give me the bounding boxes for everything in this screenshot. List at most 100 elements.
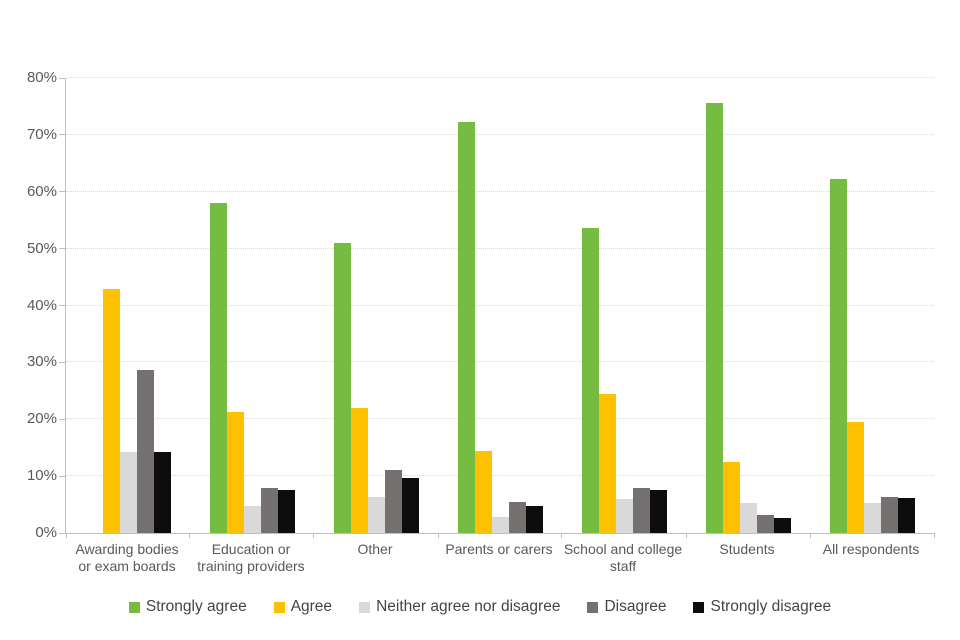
bar-agree: [102, 289, 120, 533]
x-category-label: Parents or carers: [445, 541, 553, 557]
gridline: [66, 418, 934, 420]
bar-group-school-and-college-staff: [562, 78, 686, 533]
y-tick-mark: [59, 191, 65, 193]
x-tick-mark: [65, 533, 67, 538]
bar-group-education-or-training-providers: [190, 78, 314, 533]
bar-agree: [722, 461, 740, 533]
bar-disagree: [632, 487, 650, 533]
legend-swatch-icon: [693, 601, 705, 613]
bar-group-all-respondents: [810, 78, 934, 533]
bar-strongly-agree: [209, 202, 227, 533]
x-tick-mark: [189, 533, 191, 538]
bar-strongly-disagree: [525, 505, 543, 533]
bar-group-students: [686, 78, 810, 533]
bar-strongly-agree: [333, 242, 351, 533]
x-category-label: Awarding bodies or exam boards: [75, 541, 179, 574]
x-category-label: Other: [357, 541, 393, 557]
bar-strongly-agree: [705, 103, 723, 533]
bar-strongly-disagree: [401, 478, 419, 533]
bar-group-awarding-bodies-or-exam-boards: [66, 78, 190, 533]
x-tick-mark: [933, 533, 935, 538]
bar-agree: [350, 408, 368, 533]
gridline: [66, 133, 934, 135]
bar-disagree: [756, 515, 774, 533]
bar-agree: [598, 393, 616, 533]
bar-disagree: [880, 496, 898, 533]
legend-swatch-icon: [128, 601, 140, 613]
y-tick-label: 0%: [35, 524, 57, 541]
x-tick-mark: [313, 533, 315, 538]
bar-neither-agree-nor-disagree: [367, 497, 385, 533]
y-tick-label: 20%: [26, 410, 57, 428]
bar-disagree: [384, 470, 402, 533]
bar-disagree: [136, 370, 154, 533]
gridline: [66, 247, 934, 249]
y-tick-label: 70%: [26, 125, 57, 143]
legend-label: Agree: [290, 598, 333, 615]
bar-agree: [226, 411, 244, 533]
legend-swatch-icon: [273, 601, 285, 613]
gridline: [66, 77, 934, 78]
legend-label: Strongly agree: [145, 598, 247, 615]
y-tick-mark: [59, 361, 65, 363]
gridline: [66, 361, 934, 363]
x-tick-mark: [561, 533, 563, 538]
x-category-label: Education or training providers: [197, 541, 305, 574]
bar-neither-agree-nor-disagree: [491, 516, 509, 533]
bar-group-other: [314, 78, 438, 533]
bar-neither-agree-nor-disagree: [615, 499, 633, 533]
bar-neither-agree-nor-disagree: [119, 451, 137, 533]
y-tick-label: 50%: [26, 239, 57, 257]
gridline: [66, 475, 934, 477]
gridline: [66, 304, 934, 306]
gridline: [66, 190, 934, 192]
x-tick-mark: [437, 533, 439, 538]
bar-neither-agree-nor-disagree: [739, 502, 757, 533]
bar-agree: [846, 421, 864, 533]
bar-group-parents-or-carers: [438, 78, 562, 533]
legend-label: Strongly disagree: [710, 598, 832, 615]
legend-swatch-icon: [587, 601, 599, 613]
legend-item-strongly-agree: Strongly agree: [128, 597, 247, 617]
y-tick-mark: [59, 532, 65, 534]
bar-strongly-disagree: [773, 517, 791, 533]
legend: Strongly agree Agree Neither agree nor dis…: [0, 597, 960, 617]
x-axis-labels: Awarding bodies or exam boards Education …: [65, 541, 933, 575]
bar-strongly-disagree: [649, 489, 667, 533]
y-tick-mark: [59, 134, 65, 136]
bar-disagree: [260, 488, 278, 533]
y-tick-label: 40%: [26, 296, 57, 314]
x-tick-mark: [685, 533, 687, 538]
x-category-label: All respondents: [822, 541, 920, 557]
bar-strongly-agree: [829, 178, 847, 533]
bar-strongly-agree: [457, 122, 475, 533]
bar-neither-agree-nor-disagree: [243, 505, 261, 533]
bar-strongly-disagree: [153, 451, 171, 533]
y-tick-label: 30%: [26, 353, 57, 371]
plot-area: [59, 77, 935, 538]
bar-strongly-disagree: [277, 489, 295, 533]
legend-label: Neither agree nor disagree: [376, 598, 561, 615]
x-category-label: School and college staff: [563, 541, 683, 574]
legend-item-strongly-disagree: Strongly disagree: [693, 597, 831, 617]
legend-swatch-icon: [359, 601, 371, 613]
bar-strongly-agree: [581, 228, 599, 533]
y-tick-mark: [59, 418, 65, 420]
y-tick-mark: [59, 248, 65, 250]
bar-agree: [474, 451, 492, 533]
legend-item-neither-agree-nor-disagree: Neither agree nor disagree: [359, 597, 560, 617]
legend-item-disagree: Disagree: [587, 597, 666, 617]
y-tick-label: 80%: [26, 69, 57, 86]
y-tick-mark: [59, 475, 65, 477]
y-tick-mark: [59, 77, 65, 79]
y-axis: 0% 10% 20% 30% 40% 50% 60% 70% 80%: [0, 69, 57, 541]
bar-neither-agree-nor-disagree: [863, 503, 881, 533]
y-tick-label: 10%: [26, 467, 57, 485]
legend-item-agree: Agree: [273, 597, 333, 617]
x-tick-mark: [809, 533, 811, 538]
bar-groups: [66, 78, 934, 533]
bar-strongly-disagree: [897, 498, 915, 533]
y-tick-label: 60%: [26, 182, 57, 200]
legend-label: Disagree: [604, 598, 667, 615]
